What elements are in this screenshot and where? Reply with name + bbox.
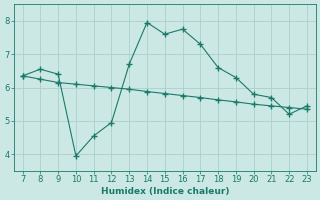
X-axis label: Humidex (Indice chaleur): Humidex (Indice chaleur)	[100, 187, 229, 196]
